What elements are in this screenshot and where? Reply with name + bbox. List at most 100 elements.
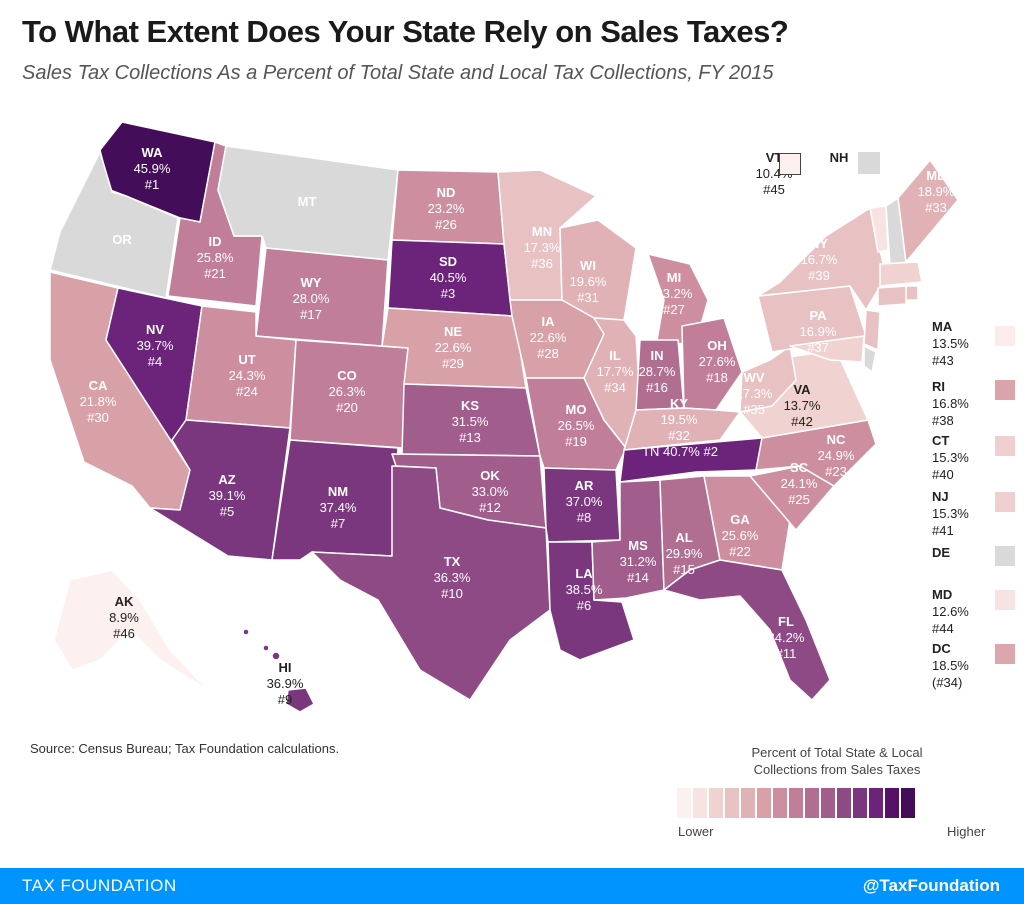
state-label-ut-rank: #24 [236,384,258,399]
state-nj [863,309,881,351]
state-label-ca-abbr: CA [89,378,108,393]
state-wv [739,345,797,413]
state-pct: 12.6% [932,604,969,619]
legend-high-label: Higher [947,824,986,839]
state-label-nd-pct: 23.2% [428,201,465,216]
state-label-nv-pct: 39.7% [137,338,174,353]
state-label-tx-pct: 36.3% [434,570,471,585]
state-label-az-rank: #5 [220,504,234,519]
state-abbr: DC [932,641,951,656]
legend-title: Percent of Total State & Local Collectio… [700,744,974,778]
swatch-md [995,590,1015,610]
swatch-nh [858,152,880,174]
state-label-ga-rank: #22 [729,544,751,559]
source-note: Source: Census Bureau; Tax Foundation ca… [30,741,340,756]
state-label-ak-pct: 8.9% [109,610,139,625]
state-label-mo-pct: 26.5% [558,418,595,433]
state-label-ia-pct: 22.6% [530,330,567,345]
state-label-nd-rank: #26 [435,217,457,232]
state-pct: 18.5% [932,658,969,673]
state-label-in-abbr: IN [651,348,664,363]
state-label-il-pct: 17.7% [597,364,634,379]
state-label-mi-rank: #27 [663,302,685,317]
state-hi-island [271,651,281,661]
state-label-ga-abbr: GA [730,512,750,527]
state-label-co-abbr: CO [337,368,357,383]
footer-bar: TAX FOUNDATION @TaxFoundation [0,868,1024,904]
state-label-nh: NH [824,150,854,166]
state-label-il-abbr: IL [609,348,621,363]
state-label-ca-rank: #30 [87,410,109,425]
state-label-ar-pct: 37.0% [566,494,603,509]
side-label-ct: CT 15.3% #40 [932,432,969,483]
legend-title-line1: Percent of Total State & Local [751,745,923,760]
state-label-va-rank: #42 [791,414,813,429]
swatch-dc [995,644,1015,664]
state-label-az-abbr: AZ [218,472,235,487]
state-label-pa-rank: #37 [807,340,829,355]
state-abbr: RI [932,379,945,394]
state-label-ny-abbr: NY [810,236,828,251]
state-label-ms-rank: #14 [627,570,649,585]
footer-brand: TAX FOUNDATION [22,876,177,895]
legend-swatch [677,788,691,818]
state-label-wy-rank: #17 [300,307,322,322]
legend-swatch [837,788,851,818]
state-label-wv-abbr: WV [744,370,765,385]
state-label-ny-rank: #39 [808,268,830,283]
swatch-ct [995,436,1015,456]
state-abbr: MA [932,319,953,334]
state-vt [869,205,889,253]
state-label-ak-rank: #46 [113,626,135,641]
state-label-wi-pct: 19.6% [570,274,607,289]
swatch-ri [995,380,1015,400]
state-label-hi-rank: #9 [278,692,292,707]
state-label-ca-pct: 21.8% [80,394,117,409]
state-label-co-rank: #20 [336,400,358,415]
state-label-ut-abbr: UT [238,352,255,367]
state-label-mn-pct: 17.3% [524,240,561,255]
state-label-ky-rank: #32 [668,428,690,443]
state-rank: #43 [932,353,954,368]
state-ga [703,475,791,571]
side-label-de: DE [932,544,950,561]
state-label-la-pct: 38.5% [566,582,603,597]
state-label-mt-abbr: MT [298,194,317,209]
state-pct: 15.3% [932,506,969,521]
state-label-ms-pct: 31.2% [620,554,657,569]
state-label-ar-rank: #8 [577,510,591,525]
state-label-nd-abbr: ND [437,185,456,200]
state-label-sc-abbr: SC [790,460,809,475]
state-label-ms-abbr: MS [628,538,648,553]
state-de [863,345,877,373]
state-label-mo-abbr: MO [566,402,587,417]
state-label-wv-rank: #35 [743,402,765,417]
state-label-nc-abbr: NC [827,432,846,447]
state-label-al-abbr: AL [675,530,692,545]
state-label-la-abbr: LA [575,566,593,581]
swatch-de [995,546,1015,566]
state-label-ne-abbr: NE [444,324,462,339]
state-label-nm-pct: 37.4% [320,500,357,515]
state-label-fl-abbr: FL [778,614,794,629]
state-label-hi-pct: 36.9% [267,676,304,691]
state-az [149,419,291,561]
state-wi [559,219,637,321]
state-label-me-rank: #33 [925,200,947,215]
state-label-az-pct: 39.1% [209,488,246,503]
legend-swatch [901,788,915,818]
state-label-la-rank: #6 [577,598,591,613]
state-label-ak-abbr: AK [115,594,134,609]
legend-swatch [741,788,755,818]
side-label-ma: MA 13.5% #43 [932,318,969,369]
state-label-pa-pct: 16.9% [800,324,837,339]
state-label-mi-pct: 23.2% [656,286,693,301]
state-label-ga-pct: 25.6% [722,528,759,543]
state-me [897,159,959,263]
state-label-sd-abbr: SD [439,254,457,269]
legend-swatch [821,788,835,818]
state-label-wi-rank: #31 [577,290,599,305]
legend-swatch [869,788,883,818]
state-tx [311,465,551,701]
state-fl [663,559,831,701]
